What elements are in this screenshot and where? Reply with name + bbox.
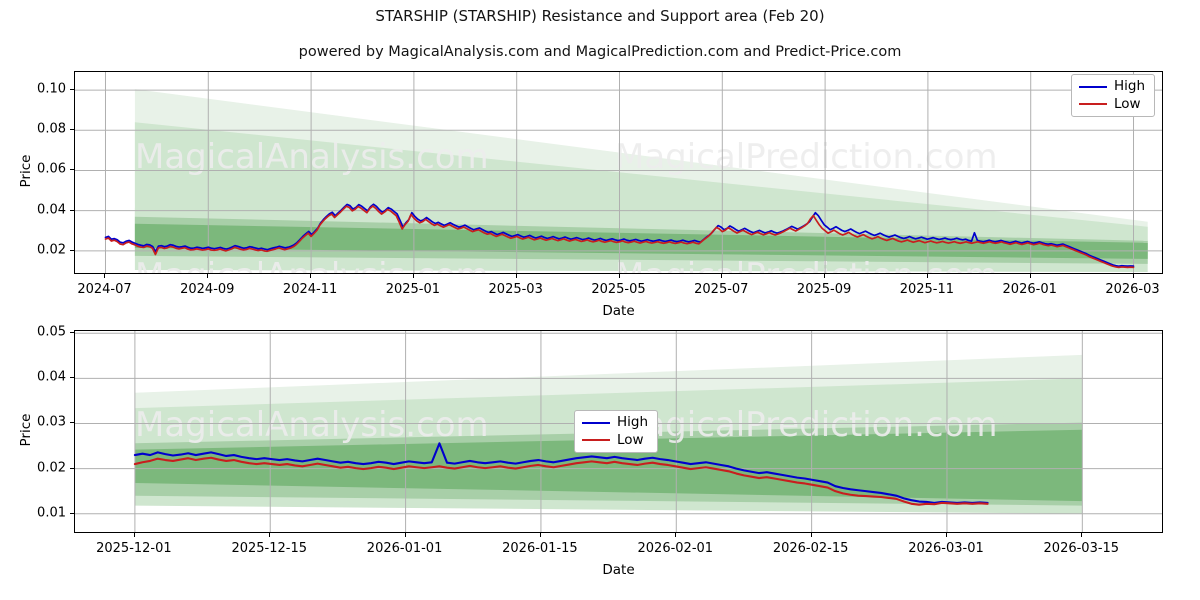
x-tick-mark [721,274,723,278]
legend-line-high [1079,85,1107,88]
y-tick-label: 0.08 [37,121,66,137]
y-tick-label: 0.04 [37,202,66,218]
legend-entry-low: Low [582,431,648,448]
legend-entry-high: High [582,414,649,430]
legend-line-low [1079,103,1107,106]
x-tick-mark [207,274,209,278]
overview-x-axis-label: Date [602,303,635,319]
x-tick-mark [926,274,928,278]
legend-entry-low: Low [1079,95,1145,112]
y-tick-mark [70,467,74,469]
x-tick-mark [618,274,620,278]
y-tick-mark [70,169,74,171]
overview-plot-area: MagicalAnalysis.com MagicalPrediction.com… [74,71,1163,274]
watermark-text: MagicalAnalysis.com [135,256,489,274]
overview-y-axis-label: Price [18,154,34,187]
x-tick-mark [104,274,106,278]
page-subtitle: powered by MagicalAnalysis.com and Magic… [298,44,902,60]
y-tick-mark [70,209,74,211]
x-tick-label: 2026-01-01 [366,541,443,556]
zoomed-y-axis-label: Price [18,413,34,446]
x-tick-label: 2026-03-15 [1043,541,1120,556]
overview-legend[interactable]: High Low [1071,74,1156,117]
x-tick-mark [1081,533,1083,537]
y-tick-mark [70,512,74,514]
x-tick-label: 2026-02-15 [772,541,849,556]
x-tick-label: 2024-07 [77,282,132,297]
legend-entry-high: High [1079,78,1146,94]
y-tick-label: 0.02 [37,242,66,258]
legend-label-high: High [1114,78,1146,94]
x-tick-mark [1132,274,1134,278]
x-tick-mark [133,533,135,537]
x-tick-label: 2024-09 [180,282,235,297]
y-tick-label: 0.04 [37,369,66,385]
y-tick-label: 0.03 [37,414,66,430]
x-tick-label: 2025-03 [488,282,543,297]
legend-line-low [582,439,610,442]
x-tick-mark [412,274,414,278]
x-tick-label: 2026-02-01 [637,541,714,556]
x-tick-mark [824,274,826,278]
x-tick-label: 2025-07 [694,282,749,297]
series-line-high [104,203,1135,268]
zoomed-plot-svg: MagicalAnalysis.com MagicalPrediction.com [75,331,1162,532]
x-tick-mark [1029,274,1031,278]
x-tick-label: 2025-01 [385,282,441,297]
watermark-text: MagicalAnalysis.com [135,405,489,445]
legend-label-low: Low [617,431,644,448]
x-tick-mark [810,533,812,537]
watermark-text: MagicalPrediction.com [615,256,998,274]
legend-label-low: Low [1114,95,1141,112]
x-tick-label: 2026-03-01 [908,541,984,556]
zoomed-x-axis-label: Date [602,562,635,578]
watermark-text: MagicalPrediction.com [615,405,998,445]
x-tick-mark [945,533,947,537]
y-tick-label: 0.01 [37,505,66,521]
x-tick-label: 2026-01 [1002,282,1057,297]
watermark-text: MagicalPrediction.com [615,137,998,177]
x-tick-mark [539,533,541,537]
y-tick-mark [70,89,74,91]
x-tick-label: 2025-12-15 [231,541,308,556]
overview-plot-svg: MagicalAnalysis.com MagicalPrediction.com… [75,72,1162,274]
y-tick-mark [70,129,74,131]
y-tick-mark [70,249,74,251]
y-tick-mark [70,332,74,334]
x-tick-mark [310,274,312,278]
x-tick-label: 2024-11 [282,282,338,297]
legend-line-high [582,421,610,424]
x-tick-mark [515,274,517,278]
page-title: STARSHIP (STARSHIP) Resistance and Suppo… [375,7,825,25]
x-tick-label: 2025-05 [591,282,646,297]
legend-label-high: High [617,414,649,430]
x-tick-mark [269,533,271,537]
x-tick-label: 2025-11 [899,282,955,297]
band-core-zone [134,429,1083,502]
y-tick-label: 0.10 [37,81,66,97]
x-tick-mark [675,533,677,537]
y-tick-label: 0.06 [37,161,66,177]
y-tick-label: 0.02 [37,460,66,476]
x-tick-label: 2025-12-01 [96,541,172,556]
y-tick-mark [70,377,74,379]
x-tick-label: 2026-03 [1105,282,1160,297]
x-tick-label: 2025-09 [796,282,852,297]
watermark-text: MagicalAnalysis.com [135,137,489,177]
series-line-low [133,456,989,506]
series-line-high [133,442,989,504]
x-tick-mark [404,533,406,537]
y-tick-label: 0.05 [37,324,66,340]
x-tick-label: 2026-01-15 [502,541,578,556]
zoomed-legend[interactable]: High Low [574,410,659,453]
y-tick-mark [70,422,74,424]
series-line-low [104,205,1135,269]
